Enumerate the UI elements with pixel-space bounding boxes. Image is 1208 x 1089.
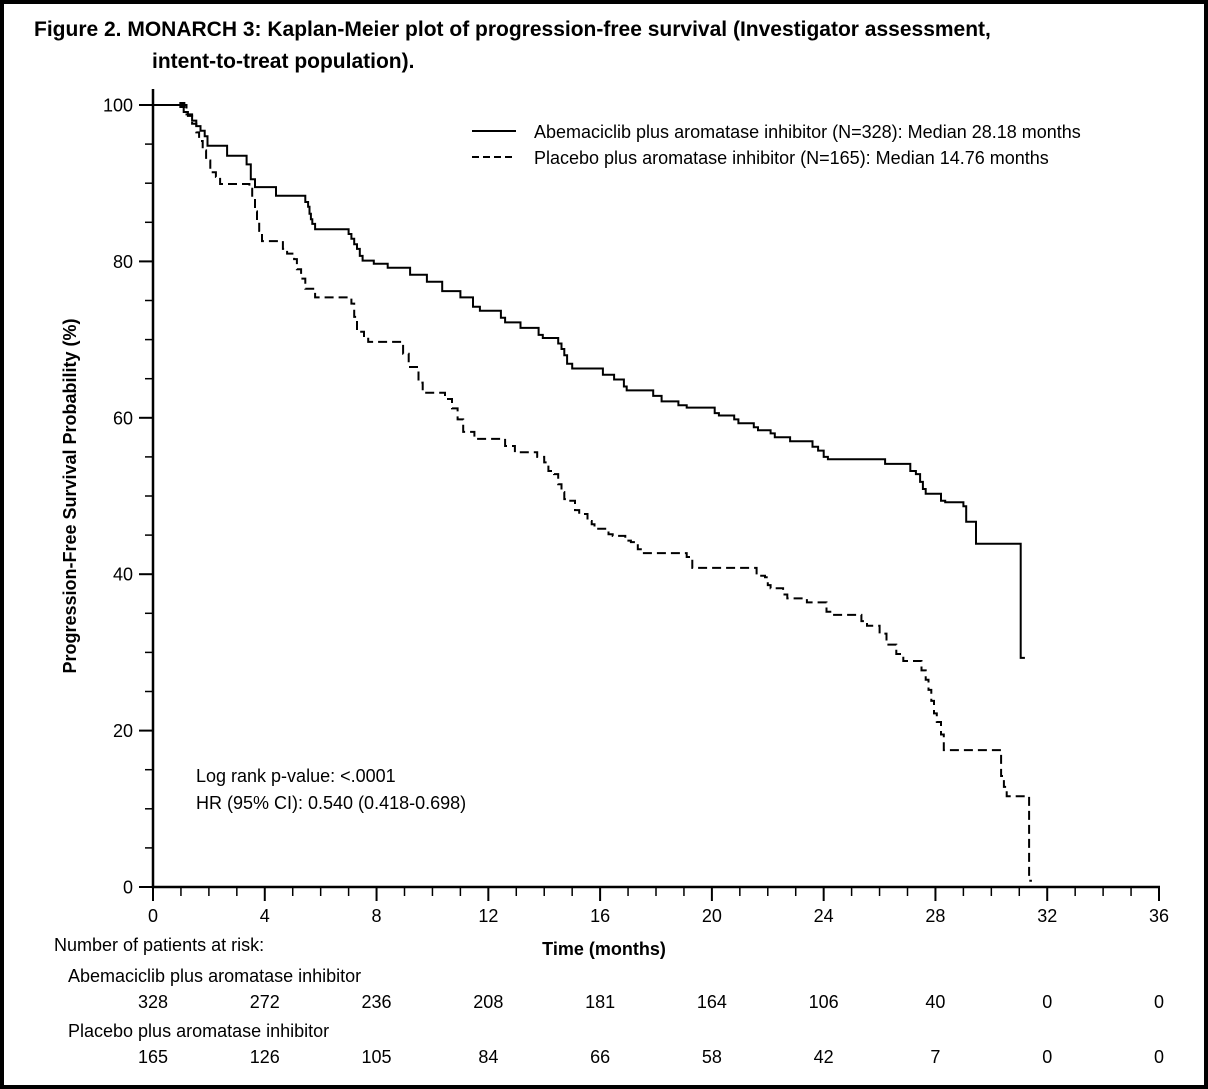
risk-count: 164 bbox=[696, 992, 727, 1012]
risk-count: 40 bbox=[925, 992, 946, 1012]
risk-count: 126 bbox=[249, 1047, 280, 1067]
risk-count: 0 bbox=[1042, 1047, 1053, 1067]
x-tick-label: 8 bbox=[372, 906, 382, 926]
survival-curves bbox=[153, 102, 1032, 882]
x-tick-label: 36 bbox=[1149, 906, 1169, 926]
km-curve-abemaciclib bbox=[153, 104, 1025, 659]
y-tick-label: 80 bbox=[113, 252, 133, 272]
y-tick-label: 60 bbox=[113, 408, 133, 428]
risk-count: 208 bbox=[473, 992, 504, 1012]
figure-title: Figure 2. MONARCH 3: Kaplan-Meier plot o… bbox=[34, 14, 991, 78]
stats-annotation: Log rank p-value: <.0001 HR (95% CI): 0.… bbox=[196, 766, 466, 813]
x-tick-label: 24 bbox=[814, 906, 834, 926]
x-tick-label: 28 bbox=[925, 906, 945, 926]
annotation-logrank: Log rank p-value: <.0001 bbox=[196, 766, 396, 786]
annotation-hazard-ratio: HR (95% CI): 0.540 (0.418-0.698) bbox=[196, 793, 466, 813]
risk-row-label: Abemaciclib plus aromatase inhibitor bbox=[68, 966, 362, 986]
x-tick-label: 0 bbox=[148, 906, 158, 926]
figure-title-line1: Figure 2. MONARCH 3: Kaplan-Meier plot o… bbox=[34, 18, 991, 41]
x-axis-label: Time (months) bbox=[542, 939, 666, 959]
risk-count: 0 bbox=[1042, 992, 1053, 1012]
risk-count: 328 bbox=[137, 992, 169, 1012]
risk-count: 236 bbox=[361, 992, 392, 1012]
risk-row-label: Placebo plus aromatase inhibitor bbox=[68, 1021, 330, 1041]
x-tick-label: 32 bbox=[1037, 906, 1057, 926]
y-axis-label: Progression-Free Survival Probability (%… bbox=[60, 318, 80, 673]
risk-count: 84 bbox=[478, 1047, 499, 1067]
x-tick-label: 20 bbox=[702, 906, 722, 926]
risk-count: 181 bbox=[585, 992, 616, 1012]
x-tick-label: 12 bbox=[478, 906, 498, 926]
figure-title-line2: intent-to-treat population). bbox=[152, 49, 415, 73]
risk-count: 42 bbox=[813, 1047, 834, 1067]
y-tick-label: 0 bbox=[123, 878, 133, 898]
risk-count: 58 bbox=[701, 1047, 722, 1067]
risk-count: 66 bbox=[590, 1047, 611, 1067]
risk-table-heading: Number of patients at risk: bbox=[54, 935, 265, 955]
legend-label-placebo: Placebo plus aromatase inhibitor (N=165)… bbox=[534, 148, 1049, 168]
risk-count: 7 bbox=[930, 1047, 941, 1067]
risk-count: 0 bbox=[1153, 1047, 1164, 1067]
risk-count: 105 bbox=[361, 1047, 392, 1067]
risk-count: 272 bbox=[249, 992, 280, 1012]
axes: 0 4 8 12 16 20 24 28 32 36 0 20 40 60 80 100 bbox=[103, 89, 1169, 926]
risk-count: 0 bbox=[1153, 992, 1164, 1012]
y-tick-label: 20 bbox=[113, 721, 133, 741]
km-curve-placebo bbox=[153, 104, 1032, 882]
risk-count: 165 bbox=[137, 1047, 169, 1067]
x-tick-label: 16 bbox=[590, 906, 610, 926]
x-tick-label: 4 bbox=[260, 906, 270, 926]
km-plot: 0 4 8 12 16 20 24 28 32 36 0 20 40 60 80 100 Progressio… bbox=[60, 89, 1169, 926]
risk-count: 106 bbox=[808, 992, 839, 1012]
y-tick-label: 100 bbox=[103, 96, 133, 116]
legend-label-abemaciclib: Abemaciclib plus aromatase inhibitor (N=… bbox=[534, 122, 1081, 142]
legend: Abemaciclib plus aromatase inhibitor (N=… bbox=[472, 122, 1081, 168]
y-tick-label: 40 bbox=[113, 565, 133, 585]
